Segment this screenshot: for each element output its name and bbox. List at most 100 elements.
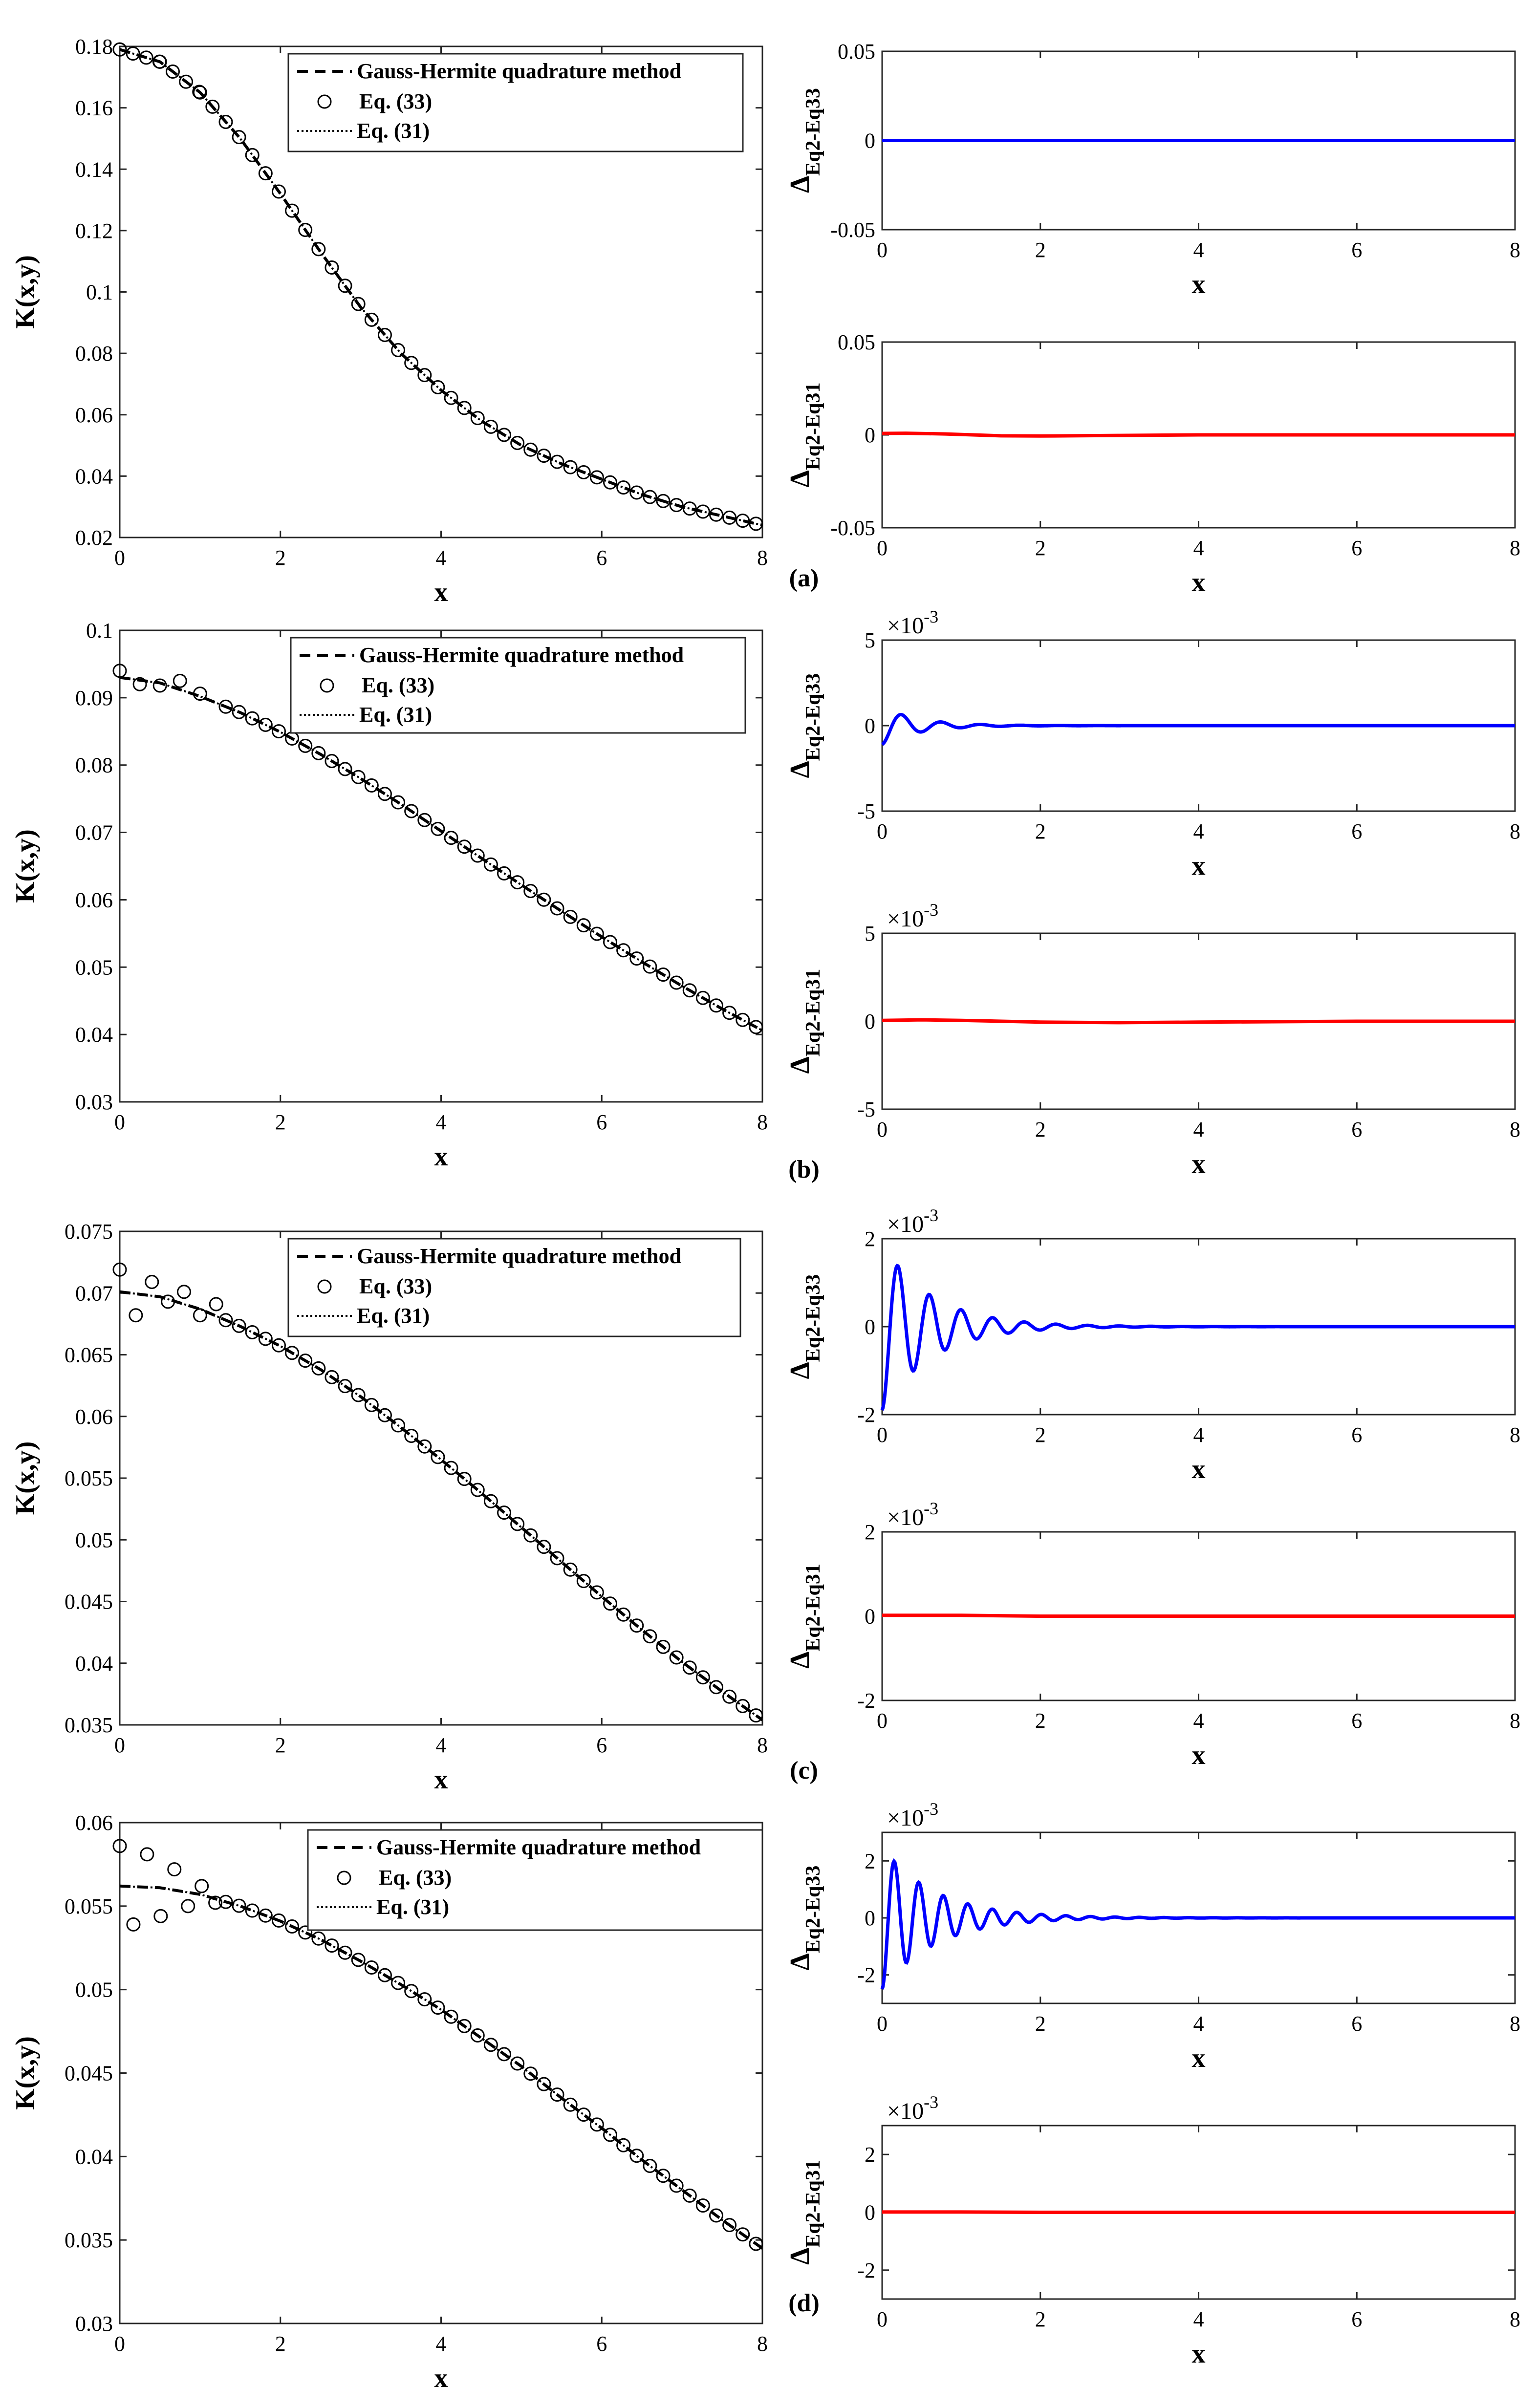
y-tick-label: 0.06 — [75, 1405, 113, 1429]
series-eq33-marker — [338, 1379, 352, 1394]
series-eq33-marker — [550, 454, 564, 469]
series-eq33-marker — [603, 935, 618, 949]
series-eq33-marker — [537, 2077, 551, 2091]
x-tick-label: 6 — [1351, 536, 1362, 560]
series-eq33-marker — [682, 983, 697, 998]
series-eq33-marker — [444, 390, 458, 405]
series-eq33-marker — [152, 678, 167, 693]
y-tick-label: 0.05 — [838, 330, 875, 354]
series-eq33-marker — [722, 510, 737, 525]
x-tick-label: 6 — [1351, 238, 1362, 262]
y-tick-label: -5 — [857, 1097, 875, 1121]
series-eq33-marker — [311, 242, 326, 257]
series-eq33-marker — [497, 2047, 512, 2062]
series-eq33-marker — [695, 1670, 710, 1685]
y-axis-label: K(x,y) — [10, 255, 41, 329]
x-tick-label: 0 — [877, 2012, 888, 2036]
series-eq31-line — [120, 48, 762, 526]
series-eq33-marker — [603, 475, 618, 490]
panel-label-c: (c) — [790, 1757, 818, 1784]
series-eq33-marker — [232, 1318, 246, 1333]
y-tick-label: -0.05 — [830, 516, 875, 540]
series-eq33-marker — [736, 1012, 750, 1027]
series-eq2-eq31-line — [882, 431, 1515, 438]
y-axis-label: ΔEq2-Eq33 — [785, 1866, 824, 1971]
x-tick-label: 4 — [1193, 1118, 1204, 1141]
x-axis-label: x — [1192, 851, 1206, 881]
x-tick-label: 8 — [757, 1733, 768, 1757]
x-tick-label: 4 — [1193, 2012, 1204, 2036]
legend-label: Gauss-Hermite quadrature method — [376, 1835, 701, 1859]
series-eq33-marker — [497, 1505, 512, 1520]
series-eq33-marker — [643, 959, 657, 974]
series-eq33-marker — [112, 1839, 127, 1853]
series-eq33-marker — [576, 918, 591, 933]
y-tick-label: 0.045 — [65, 2062, 113, 2086]
legend-label: Eq. (33) — [362, 673, 434, 697]
x-axis-label: x — [1192, 2043, 1206, 2073]
series-eq33-marker — [643, 1629, 657, 1644]
series-eq33-marker — [126, 46, 140, 61]
x-tick-label: 2 — [275, 2332, 286, 2356]
series-eq33-marker — [218, 1894, 233, 1909]
y-tick-label: 0.18 — [75, 35, 113, 59]
y-tick-label: 0.1 — [86, 619, 113, 643]
series-eq33-marker — [391, 1418, 406, 1433]
series-eq33-marker — [709, 1680, 723, 1695]
y-axis-label: ΔEq2-Eq33 — [785, 1274, 824, 1379]
y-tick-label: -5 — [857, 799, 875, 823]
y-tick-label: 0.045 — [65, 1590, 113, 1614]
y-tick-label: 0 — [865, 129, 875, 153]
series-eq33-marker — [483, 2038, 498, 2052]
y-tick-label: 0 — [865, 2201, 875, 2225]
y-axis-multiplier: ×10-3 — [887, 1499, 938, 1530]
series-eq33-marker — [245, 148, 260, 162]
x-tick-label: 2 — [1035, 2012, 1046, 2036]
series-eq2-eq33-line — [880, 1264, 1515, 1411]
y-tick-label: 0.08 — [75, 753, 113, 777]
x-tick-label: 4 — [1193, 2307, 1204, 2331]
series-eq33-marker — [271, 184, 286, 199]
x-tick-label: 4 — [1193, 536, 1204, 560]
series-eq33-marker — [245, 1325, 260, 1340]
series-eq33-marker — [695, 504, 710, 519]
legend-box — [307, 1829, 763, 1931]
x-tick-label: 2 — [1035, 238, 1046, 262]
series-eq33-marker — [431, 821, 445, 836]
legend-label: Eq. (31) — [357, 119, 430, 143]
series-eq33-marker — [338, 279, 352, 293]
series-eq33-marker — [722, 1689, 737, 1704]
x-tick-label: 0 — [877, 1709, 888, 1733]
series-eq33-marker — [193, 1308, 207, 1323]
x-tick-label: 8 — [757, 546, 768, 570]
y-tick-label: 0.06 — [75, 1811, 113, 1835]
series-eq33-marker — [325, 1938, 339, 1953]
y-tick-label: 0.04 — [75, 464, 113, 488]
series-eq33-marker — [232, 1898, 246, 1913]
series-eq33-marker — [351, 1953, 366, 1967]
y-axis-label-delta: Δ — [785, 1362, 815, 1379]
legend: Gauss-Hermite quadrature method Eq. (33) E… — [290, 637, 746, 734]
series-eq33-marker — [377, 1968, 392, 1982]
series-eq33-marker — [616, 1607, 631, 1622]
y-axis-label-delta: Δ — [785, 2248, 815, 2265]
y-tick-label: 0.16 — [75, 96, 113, 120]
x-tick-label: 4 — [1193, 1709, 1204, 1733]
series-eq33-marker — [298, 1354, 313, 1368]
y-tick-label: 0.05 — [75, 1978, 113, 2002]
residual-chart-eq31-d: 0 2 4 6 8 -2 0 2 x ΔEq2-Eq31 ×10-3 — [785, 2092, 1520, 2369]
series-eq33-marker — [695, 990, 710, 1005]
y-tick-label: 0.08 — [75, 342, 113, 366]
y-axis-label-subscript: Eq2-Eq33 — [802, 1866, 824, 1954]
series-eq33-marker — [736, 514, 750, 528]
y-tick-label: 0.07 — [75, 1281, 113, 1305]
x-tick-label: 2 — [1035, 819, 1046, 843]
series-eq33-marker — [444, 831, 458, 845]
x-tick-label: 4 — [436, 1733, 447, 1757]
x-tick-label: 6 — [1351, 1423, 1362, 1447]
y-tick-label: 0 — [865, 423, 875, 447]
y-tick-label: 0.035 — [65, 2228, 113, 2252]
